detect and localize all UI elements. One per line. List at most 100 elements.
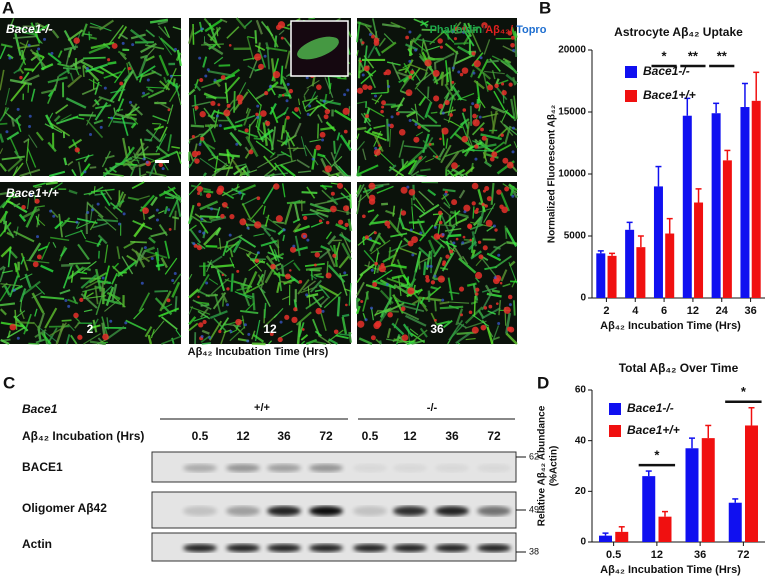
abeta-spot [432, 69, 440, 77]
abeta-spot [210, 100, 216, 106]
fiber [243, 170, 251, 176]
fiber [409, 63, 427, 72]
abeta-spot [265, 120, 271, 126]
abeta-spot [417, 125, 421, 129]
fiber [241, 196, 259, 206]
nucleus [86, 210, 90, 214]
nucleus [463, 210, 467, 214]
fiber [266, 47, 270, 70]
fiber [370, 239, 391, 255]
nucleus [433, 274, 437, 278]
fiber [335, 334, 349, 340]
fiber [367, 261, 371, 269]
fiber [112, 262, 120, 270]
fiber [298, 200, 306, 204]
fiber [502, 57, 512, 64]
fiber [386, 277, 408, 287]
fiber [197, 273, 210, 294]
fiber [19, 299, 23, 313]
abeta-spot [301, 328, 305, 331]
fiber [315, 213, 325, 221]
abeta-spot [199, 111, 206, 118]
fiber [260, 20, 274, 37]
nucleus [321, 309, 325, 313]
abeta-spot [345, 303, 348, 307]
fiber [62, 67, 78, 71]
abeta-spot [336, 182, 344, 189]
fiber [159, 37, 177, 53]
fiber [144, 326, 153, 338]
fiber [439, 305, 464, 310]
abeta-spot [258, 63, 265, 70]
nucleus [414, 122, 418, 126]
abeta-spot [275, 24, 282, 31]
nucleus [492, 224, 496, 228]
nucleus [146, 78, 150, 82]
fiber [165, 67, 177, 91]
abeta-spot [486, 196, 492, 202]
fiber [455, 308, 464, 326]
fiber [491, 69, 496, 80]
abeta-spot [430, 280, 436, 285]
fiber [262, 122, 268, 146]
y-tick-label: 5000 [564, 231, 587, 242]
fiber [6, 131, 20, 141]
abeta-spot [471, 201, 476, 206]
nucleus [243, 323, 247, 327]
abeta-spot [475, 287, 480, 292]
fiber [442, 188, 456, 193]
abeta-spot [496, 189, 502, 195]
fiber [297, 106, 302, 115]
fiber [301, 191, 318, 195]
fiber [419, 327, 428, 338]
fiber [245, 107, 249, 114]
fiber [430, 111, 438, 114]
fiber [80, 293, 98, 309]
fiber [75, 154, 94, 161]
fiber [300, 136, 307, 157]
nucleus [406, 185, 410, 189]
nucleus [292, 244, 296, 248]
fiber [146, 86, 167, 89]
fiber [9, 24, 27, 31]
nucleus [493, 276, 497, 280]
abeta-spot [342, 205, 350, 212]
fiber [130, 122, 137, 129]
fiber [381, 23, 401, 28]
fiber [335, 173, 340, 177]
fiber [7, 157, 23, 172]
nucleus [368, 237, 372, 241]
fiber [24, 68, 35, 71]
abeta-spot [482, 245, 488, 251]
fiber [395, 71, 411, 78]
fiber [427, 239, 436, 255]
fiber [232, 239, 242, 254]
fiber [28, 242, 42, 262]
fiber [258, 50, 267, 68]
blot-band [226, 506, 260, 516]
abeta-spot [471, 326, 479, 334]
bar [751, 100, 761, 298]
fiber [121, 115, 129, 136]
fiber [407, 159, 418, 175]
abeta-spot [454, 26, 459, 31]
nucleus [173, 271, 177, 275]
abeta-spot [410, 70, 415, 74]
fiber [298, 322, 305, 338]
fiber [215, 226, 222, 236]
fiber [287, 138, 293, 162]
abeta-spot [235, 318, 242, 326]
fiber [205, 294, 218, 297]
fiber [147, 87, 154, 93]
abeta-spot [226, 287, 230, 291]
fiber [497, 79, 509, 85]
fiber [221, 292, 228, 303]
fiber [1, 155, 25, 161]
significance-label: ** [717, 48, 728, 63]
fiber [305, 338, 318, 346]
fiber [76, 271, 88, 275]
nucleus [368, 33, 372, 37]
fiber [269, 151, 276, 159]
abeta-spot [288, 88, 294, 94]
y-axis-label: (%Actin) [549, 446, 560, 487]
